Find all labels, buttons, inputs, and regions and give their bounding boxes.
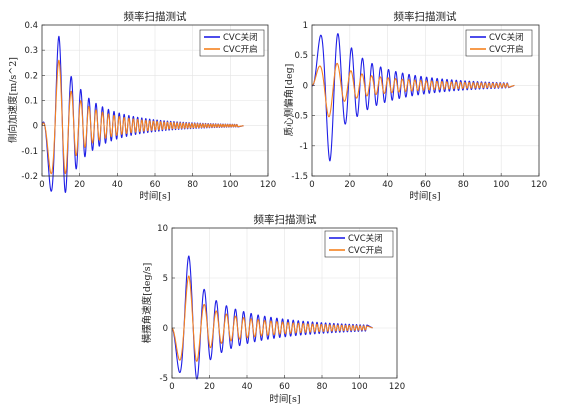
y-tick-label: -5 xyxy=(160,374,168,384)
series-line-cvc-on xyxy=(311,62,515,118)
chart2-legend-label-cvc-on: CVC开启 xyxy=(489,44,524,55)
y-tick-label: 1 xyxy=(303,21,308,31)
chart3-title: 频率扫描测试 xyxy=(254,213,317,226)
x-tick-label: 120 xyxy=(389,382,405,392)
x-tick-label: 0 xyxy=(169,382,174,392)
chart3-y-axis-label: 横摆角速度[deg/s] xyxy=(141,263,153,344)
x-tick-label: 0 xyxy=(39,180,44,190)
y-tick-label: 0.2 xyxy=(24,71,38,81)
chart-lateral-acceleration: 频率扫描测试 0 20 40 60 80 100 120 -0.2 -0.1 0 0.1 0.2 0.… xyxy=(7,10,276,202)
y-tick-label: 0.1 xyxy=(24,97,38,107)
chart1-y-axis-label: 侧向加速度[m/s^2] xyxy=(7,57,19,143)
series-line-cvc-on xyxy=(171,275,373,362)
chart1-y-tick-labels: -0.2 -0.1 0 0.1 0.2 0.3 0.4 xyxy=(21,21,45,182)
y-tick-label: 0.4 xyxy=(24,21,38,31)
chart3-legend-label-cvc-off: CVC关闭 xyxy=(348,233,383,244)
x-tick-label: 40 xyxy=(112,180,123,190)
x-tick-label: 20 xyxy=(204,382,215,392)
x-tick-label: 80 xyxy=(317,382,328,392)
y-tick-label: 0 xyxy=(163,324,168,334)
x-tick-label: 100 xyxy=(351,382,367,392)
x-tick-label: 20 xyxy=(74,180,85,190)
x-tick-label: 100 xyxy=(493,180,509,190)
chart3-legend-box xyxy=(324,230,394,258)
chart1-x-axis-label: 时间[s] xyxy=(139,190,170,202)
chart1-legend-label-cvc-on: CVC开启 xyxy=(223,44,258,55)
chart3-legend-label-cvc-on: CVC开启 xyxy=(348,245,383,256)
chart3-series xyxy=(171,255,373,380)
chart1-x-tick-labels: 0 20 40 60 80 100 120 xyxy=(39,173,276,190)
y-tick-label: -1 xyxy=(300,142,308,152)
chart2-legend: CVC关闭 CVC开启 xyxy=(465,29,533,57)
chart2-y-axis-label: 质心侧偏角[deg] xyxy=(283,64,295,137)
series-line-cvc-on xyxy=(41,59,244,175)
chart1-legend: CVC关闭 CVC开启 xyxy=(199,29,265,57)
x-tick-label: 120 xyxy=(531,180,547,190)
chart2-x-tick-labels: 0 20 40 60 80 100 120 xyxy=(309,173,547,190)
chart2-y-tick-labels: -1.5 -1 -0.5 0 0.5 1 xyxy=(291,21,315,182)
x-tick-label: 80 xyxy=(187,180,198,190)
chart1-legend-box xyxy=(199,29,265,57)
y-tick-label: 0.5 xyxy=(294,51,308,61)
chart2-x-axis-label: 时间[s] xyxy=(409,190,440,202)
y-tick-label: -0.5 xyxy=(291,112,308,122)
x-tick-label: 0 xyxy=(309,180,314,190)
x-tick-label: 60 xyxy=(279,382,290,392)
chart-sideslip-angle: 频率扫描测试 0 20 40 60 80 100 120 -1.5 -1 -0.5 0 0.5 1 时… xyxy=(283,10,547,202)
x-tick-label: 120 xyxy=(260,180,276,190)
y-tick-label: 0.3 xyxy=(24,46,38,56)
chart3-x-tick-labels: 0 20 40 60 80 100 120 xyxy=(169,375,405,392)
y-tick-label: -1.5 xyxy=(291,172,308,182)
x-tick-label: 80 xyxy=(458,180,469,190)
chart3-x-axis-label: 时间[s] xyxy=(269,393,300,405)
x-tick-label: 60 xyxy=(150,180,161,190)
y-tick-label: -0.1 xyxy=(21,147,38,157)
chart1-series xyxy=(41,35,244,193)
x-tick-label: 20 xyxy=(344,180,355,190)
chart1-title: 频率扫描测试 xyxy=(124,10,187,23)
chart3-y-tick-labels: -5 0 5 10 xyxy=(157,224,175,384)
x-tick-label: 40 xyxy=(382,180,393,190)
chart2-legend-box xyxy=(465,29,533,57)
chart3-legend: CVC关闭 CVC开启 xyxy=(324,230,394,258)
x-tick-label: 40 xyxy=(242,382,253,392)
chart2-title: 频率扫描测试 xyxy=(394,10,457,23)
y-tick-label: -0.2 xyxy=(21,172,38,182)
x-tick-label: 100 xyxy=(222,180,238,190)
y-tick-label: 0 xyxy=(33,122,38,132)
x-tick-label: 60 xyxy=(420,180,431,190)
chart2-series xyxy=(311,33,515,162)
chart1-legend-label-cvc-off: CVC关闭 xyxy=(223,32,258,43)
y-tick-label: 10 xyxy=(157,224,168,234)
chart2-legend-label-cvc-off: CVC关闭 xyxy=(489,32,524,43)
y-tick-label: 0 xyxy=(303,81,308,91)
y-tick-label: 5 xyxy=(163,274,168,284)
